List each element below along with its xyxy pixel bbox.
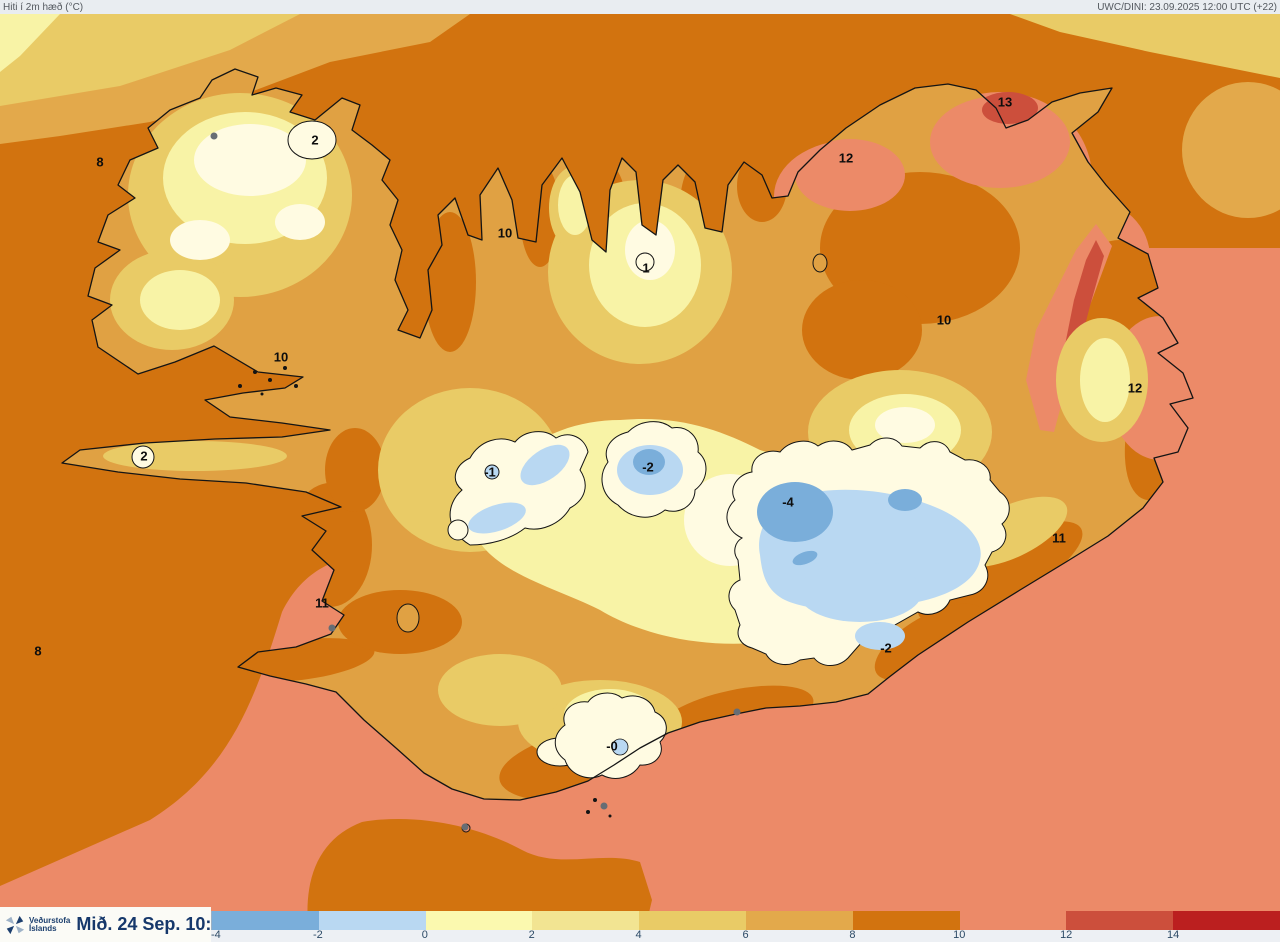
scale-tick: 8: [849, 929, 856, 941]
scale-tick: -4: [211, 929, 221, 941]
scale-tick: 2: [528, 929, 535, 941]
weather-map: [0, 14, 1280, 942]
scale-tick: 0: [421, 929, 428, 941]
scale-segment: [745, 911, 853, 930]
scale-segment: [959, 911, 1067, 930]
scale-segment: [425, 911, 533, 930]
scale-segment: [1173, 911, 1280, 930]
valid-time: Mið. 24 Sep. 10:00: [76, 914, 232, 934]
compass-star-icon: [5, 915, 25, 934]
scale-segment: [318, 911, 426, 930]
model-run-info: UWC/DINI: 23.09.2025 12:00 UTC (+22): [1097, 1, 1277, 13]
title-bar: Hiti í 2m hæð (°C) UWC/DINI: 23.09.2025 …: [0, 0, 1280, 14]
scale-segment: [852, 911, 960, 930]
scale-colorbar: [211, 911, 1280, 930]
scale-tick: 14: [1166, 929, 1180, 941]
scale-segment: [639, 911, 746, 930]
scale-tick: 10: [953, 929, 966, 941]
logo-text-line1: Veðurstofa: [29, 915, 71, 925]
scale-tick: 4: [635, 929, 642, 941]
temperature-scale: -4 -2 0 2 4 6 8 10 12 14: [211, 907, 1280, 942]
map-title: Hiti í 2m hæð (°C): [3, 1, 84, 13]
scale-segment: [1066, 911, 1174, 930]
scale-tick-labels: -4 -2 0 2 4 6 8 10 12 14: [211, 929, 1280, 942]
scale-tick: 12: [1060, 929, 1073, 941]
met-office-logo: Veðurstofa Íslands: [4, 914, 70, 936]
scale-segment: [532, 911, 640, 930]
scale-segment: [212, 911, 319, 930]
footer-branding: Veðurstofa Íslands Mið. 24 Sep. 10:00: [0, 907, 231, 942]
logo-text-line2: Íslands: [29, 923, 57, 933]
footer-bar: Veðurstofa Íslands Mið. 24 Sep. 10:00 -4…: [0, 907, 1280, 942]
scale-tick: -2: [313, 929, 323, 941]
scale-tick: 6: [742, 929, 749, 941]
